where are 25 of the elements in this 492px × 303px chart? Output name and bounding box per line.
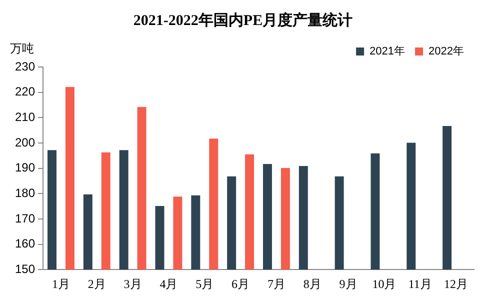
x-tick-label: 4月 (160, 276, 178, 291)
x-tick-label: 9月 (339, 276, 358, 291)
legend-label: 2022年 (428, 46, 464, 58)
y-tick-label: 180 (14, 186, 36, 200)
y-tick-label: 210 (14, 110, 36, 124)
y-tick-label: 220 (14, 84, 36, 99)
y-tick-label: 190 (14, 160, 36, 175)
x-tick-label: 7月 (267, 276, 286, 291)
y-tick-label: 170 (14, 211, 36, 226)
x-tick-label: 1月 (52, 276, 70, 291)
y-tick-label: 160 (14, 236, 36, 251)
x-tick-label: 3月 (124, 276, 142, 291)
x-tick-label: 6月 (232, 276, 250, 291)
x-tick-label: 2月 (88, 276, 106, 291)
legend-label: 2021年 (370, 46, 406, 58)
y-axis-title: 万吨 (10, 41, 34, 56)
y-tick-label: 150 (14, 262, 36, 276)
y-tick-label: 200 (14, 135, 36, 150)
x-tick-label: 8月 (303, 276, 322, 291)
y-tick-label: 230 (14, 59, 36, 74)
x-tick-label: 11月 (408, 276, 432, 291)
x-tick-label: 5月 (196, 276, 214, 291)
chart-title: 2021-2022年国内PE月度产量统计 (133, 10, 353, 29)
x-tick-label: 10月 (372, 276, 396, 291)
x-tick-label: 12月 (444, 276, 468, 291)
